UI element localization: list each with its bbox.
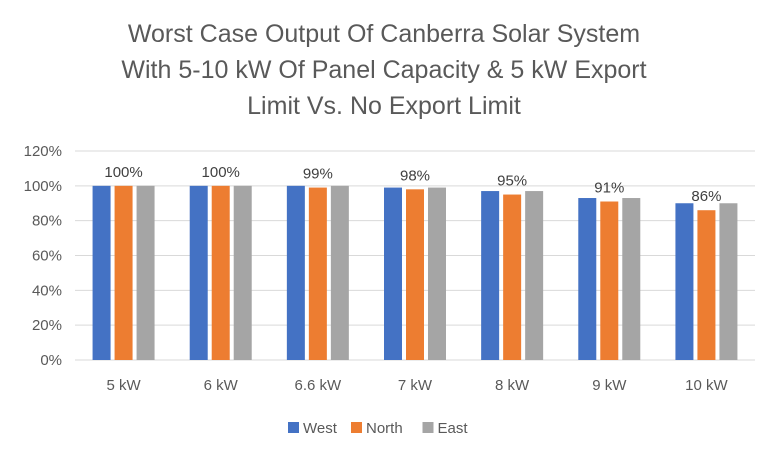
data-label: 91%: [594, 180, 624, 197]
legend-label: East: [438, 420, 469, 437]
x-tick-label: 6 kW: [204, 377, 239, 394]
legend-label: West: [303, 420, 338, 437]
data-label: 98%: [400, 167, 430, 184]
legend-swatch-north: [351, 422, 362, 433]
bar-west: [286, 185, 305, 360]
bar-west: [481, 191, 500, 360]
bar-west: [189, 185, 208, 360]
bar-north: [697, 210, 716, 360]
data-label: 100%: [104, 164, 142, 181]
legend-label: North: [366, 420, 403, 437]
y-tick-label: 120%: [24, 143, 62, 160]
x-tick-label: 9 kW: [592, 377, 627, 394]
bar-east: [719, 203, 738, 360]
bar-east: [622, 198, 641, 360]
y-tick-label: 40%: [32, 282, 62, 299]
bar-north: [503, 194, 522, 360]
bar-east: [233, 185, 252, 360]
y-tick-label: 20%: [32, 317, 62, 334]
x-tick-label: 6.6 kW: [295, 377, 343, 394]
chart-title-line: Limit Vs. No Export Limit: [247, 92, 521, 120]
data-label: 95%: [497, 173, 527, 190]
bar-north: [308, 187, 327, 360]
y-tick-label: 0%: [40, 352, 62, 369]
chart-title-line: Worst Case Output Of Canberra Solar Syst…: [128, 20, 640, 48]
chart-title-line: With 5-10 kW Of Panel Capacity & 5 kW Ex…: [121, 56, 646, 84]
bar-west: [92, 185, 111, 360]
bar-west: [578, 198, 597, 360]
data-label: 86%: [691, 188, 721, 205]
x-tick-label: 5 kW: [106, 377, 141, 394]
bar-north: [114, 185, 133, 360]
legend-swatch-west: [288, 422, 299, 433]
y-tick-label: 100%: [24, 178, 62, 195]
bar-east: [428, 187, 446, 360]
y-tick-label: 60%: [32, 248, 62, 265]
x-tick-label: 8 kW: [495, 377, 530, 394]
bar-west: [675, 203, 694, 360]
bar-west: [384, 187, 402, 360]
legend-swatch-east: [422, 422, 434, 433]
y-tick-label: 80%: [32, 213, 62, 230]
bar-north: [600, 201, 619, 360]
bar-east: [330, 185, 349, 360]
data-label: 99%: [303, 166, 333, 183]
bar-north: [211, 185, 230, 360]
bar-east: [525, 191, 544, 360]
data-label: 100%: [202, 164, 240, 181]
bar-east: [136, 185, 155, 360]
bar-north: [406, 189, 424, 360]
x-tick-label: 10 kW: [685, 377, 728, 394]
x-tick-label: 7 kW: [398, 377, 433, 394]
